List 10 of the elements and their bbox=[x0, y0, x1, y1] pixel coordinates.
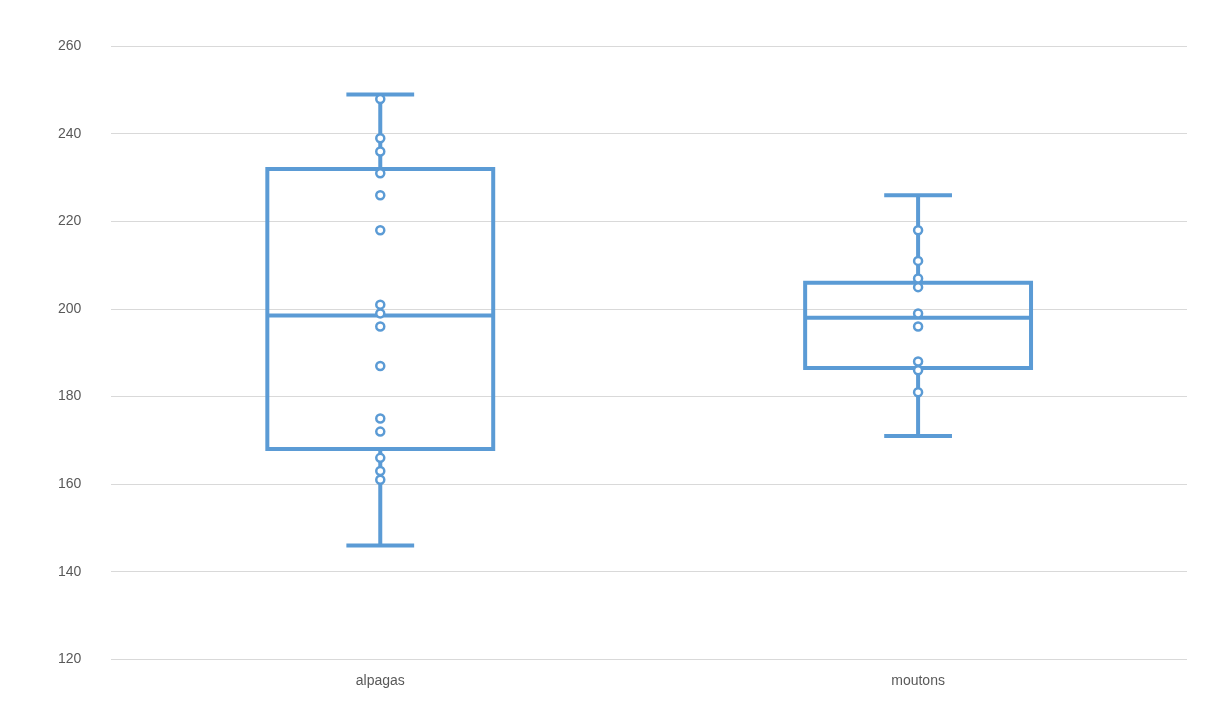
x-tick-label: moutons bbox=[891, 672, 945, 689]
y-tick-label: 200 bbox=[58, 299, 82, 316]
y-tick-label: 220 bbox=[58, 212, 82, 229]
y-tick-label: 260 bbox=[58, 37, 82, 54]
x-tick-label: alpagas bbox=[355, 672, 405, 689]
y-tick-label: 240 bbox=[58, 124, 82, 141]
y-tick-label: 140 bbox=[58, 562, 82, 579]
y-tick-label: 120 bbox=[58, 650, 82, 667]
y-tick-label: 180 bbox=[58, 387, 82, 404]
y-tick-label: 160 bbox=[58, 474, 82, 491]
